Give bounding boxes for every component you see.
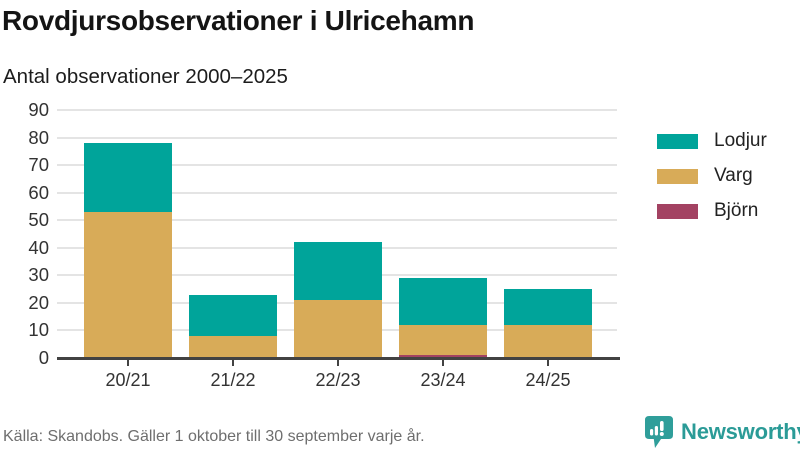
y-tick-label: 10 — [28, 319, 49, 341]
x-tick-label: 22/23 — [315, 370, 361, 390]
gridline — [57, 191, 617, 194]
x-tick — [232, 360, 234, 366]
newsworthy-logo-text: Newsworthy — [681, 419, 800, 444]
bar-segment-lodjur — [84, 143, 172, 212]
y-tick-label: 90 — [28, 99, 49, 120]
gridline — [57, 109, 617, 111]
plot-area: 20/21 21/22 22/23 23/24 24/25 0 10 20 30 40 50 60 70… — [28, 100, 620, 390]
gridline — [57, 136, 617, 139]
legend-swatch-varg — [657, 168, 698, 184]
bar-segment-lodjur — [504, 289, 592, 325]
x-tick-label: 23/24 — [420, 370, 466, 390]
y-tick-label: 20 — [28, 291, 49, 313]
y-tick-label: 50 — [28, 209, 49, 231]
x-tick-label: 24/25 — [525, 370, 571, 390]
legend-swatch-lodjur — [657, 133, 698, 149]
legend-item-varg: Varg — [657, 165, 767, 187]
legend-label: Lodjur — [714, 130, 767, 151]
legend-label: Björn — [714, 200, 759, 221]
source-note: Källa: Skandobs. Gäller 1 oktober till 3… — [3, 428, 425, 445]
bar-segment-lodjur — [189, 294, 277, 336]
bar-segment-varg — [189, 335, 277, 358]
legend-label: Varg — [714, 165, 753, 186]
gridline — [57, 164, 617, 167]
x-axis-line — [57, 357, 620, 360]
bar-segment-lodjur — [294, 242, 382, 301]
y-tick-label: 0 — [38, 347, 49, 368]
legend-swatch-bjorn — [657, 203, 698, 219]
legend: Lodjur Varg Björn — [657, 130, 767, 235]
y-tick-label: 40 — [28, 236, 49, 258]
y-tick-label: 70 — [28, 154, 49, 176]
newsworthy-logo-icon — [644, 415, 674, 449]
y-tick-label: 80 — [28, 126, 49, 148]
y-tick-label: 60 — [28, 181, 49, 203]
legend-item-bjorn: Björn — [657, 200, 767, 222]
x-tick — [337, 360, 339, 366]
x-tick — [127, 360, 129, 366]
gridline — [57, 219, 617, 222]
x-tick-label: 21/22 — [210, 370, 256, 390]
bar-segment-varg — [399, 324, 487, 356]
x-tick — [442, 360, 444, 366]
bar-segment-lodjur — [399, 278, 487, 325]
newsworthy-logo[interactable]: Newsworthy — [644, 415, 800, 449]
bar-segment-varg — [84, 211, 172, 358]
bar-segment-varg — [504, 324, 592, 358]
chart-subtitle: Antal observationer 2000–2025 — [3, 65, 288, 88]
chart-title: Rovdjursobservationer i Ulricehamn — [2, 5, 475, 36]
legend-item-lodjur: Lodjur — [657, 130, 767, 152]
x-tick — [547, 360, 549, 366]
y-tick-label: 30 — [28, 264, 49, 286]
x-tick-label: 20/21 — [105, 370, 151, 390]
bar-segment-björn — [399, 355, 487, 358]
bar-segment-varg — [294, 300, 382, 358]
